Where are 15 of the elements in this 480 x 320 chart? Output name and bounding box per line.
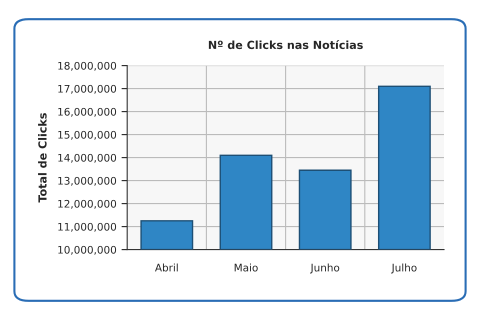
- x-tick-label: Junho: [310, 263, 340, 274]
- chart-title: Nº de Clicks nas Notícias: [208, 40, 363, 50]
- y-axis-title: Total de Clicks: [38, 113, 47, 203]
- y-tick-label: 10,000,000: [58, 246, 116, 255]
- y-tick-label: 13,000,000: [58, 176, 116, 186]
- x-tick-label: Julho: [391, 263, 417, 274]
- x-tick-label: Abril: [154, 263, 178, 272]
- y-tick-label: 11,000,000: [58, 222, 116, 232]
- y-tick-label: 12,000,000: [58, 200, 116, 209]
- y-tick-label: 18,000,000: [58, 62, 116, 71]
- y-tick-label: 16,000,000: [58, 108, 116, 117]
- y-tick-label: 17,000,000: [58, 84, 116, 94]
- y-tick-label: 14,000,000: [58, 154, 116, 163]
- x-tick-label: Maio: [234, 263, 258, 272]
- y-tick-label: 15,000,000: [58, 130, 116, 140]
